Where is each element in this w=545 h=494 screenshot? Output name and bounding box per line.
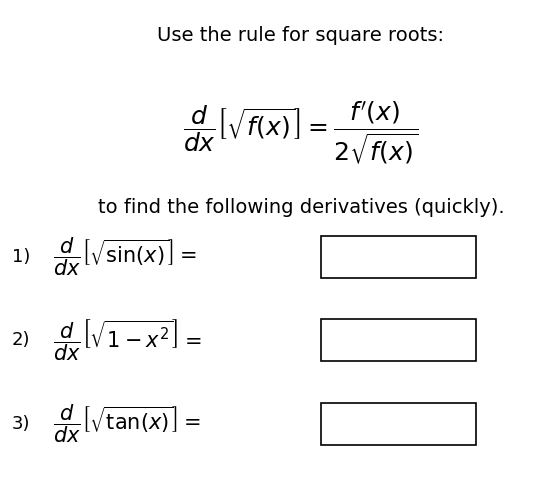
Text: 2): 2) bbox=[11, 331, 30, 349]
FancyBboxPatch shape bbox=[322, 236, 476, 278]
FancyBboxPatch shape bbox=[322, 403, 476, 445]
FancyBboxPatch shape bbox=[322, 320, 476, 361]
Text: 3): 3) bbox=[11, 415, 30, 433]
Text: $\dfrac{d}{dx}\left[\sqrt{f(x)}\right] = \dfrac{f'(x)}{2\sqrt{f(x)}}$: $\dfrac{d}{dx}\left[\sqrt{f(x)}\right] =… bbox=[183, 100, 419, 166]
Text: $\dfrac{d}{dx}\left[\sqrt{\tan(x)}\right] =$: $\dfrac{d}{dx}\left[\sqrt{\tan(x)}\right… bbox=[53, 403, 201, 445]
Text: Use the rule for square roots:: Use the rule for square roots: bbox=[158, 26, 444, 45]
Text: 1): 1) bbox=[11, 248, 30, 266]
Text: $\dfrac{d}{dx}\left[\sqrt{\sin(x)}\right] =$: $\dfrac{d}{dx}\left[\sqrt{\sin(x)}\right… bbox=[53, 236, 197, 278]
Text: $\dfrac{d}{dx}\left[\sqrt{1 - x^2}\right] =$: $\dfrac{d}{dx}\left[\sqrt{1 - x^2}\right… bbox=[53, 317, 202, 363]
Text: to find the following derivatives (quickly).: to find the following derivatives (quick… bbox=[98, 198, 504, 217]
